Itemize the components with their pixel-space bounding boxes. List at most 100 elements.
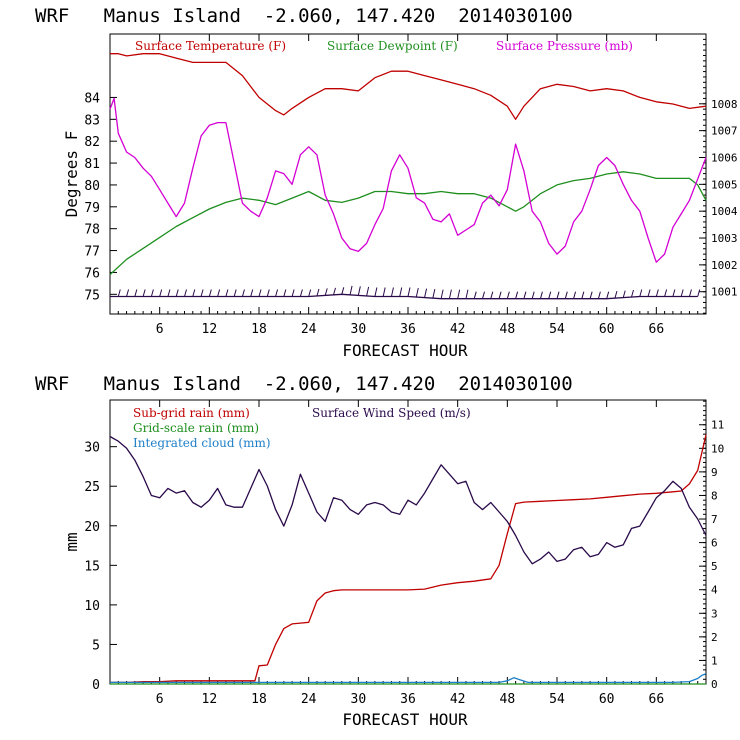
bottom-y2-tick-label: 9: [711, 466, 718, 479]
top-y2-tick-label: 1004: [711, 205, 738, 218]
wind-barb: [134, 289, 138, 297]
top-y2-tick-label: 1008: [711, 98, 738, 111]
wind-barb: [283, 289, 287, 297]
bottom-cloud-line: [110, 673, 707, 684]
bottom-x-tick-label: 60: [599, 692, 615, 707]
bottom-y-axis: 0 5 10 15 20 25 30: [84, 441, 117, 693]
top-y2-tick-label: 1002: [711, 259, 738, 272]
top-temperature-line: [110, 53, 707, 120]
bottom-x-axis: 6 12 18 24 30 36 42 48 54 60 66: [117, 400, 699, 707]
wind-barb: [258, 289, 262, 297]
wind-barb: [192, 289, 196, 297]
top-x-tick-label: 6: [156, 322, 164, 337]
top-x-tick-label: 42: [450, 322, 466, 337]
wind-barb: [333, 287, 336, 295]
wind-barb: [159, 289, 163, 297]
bottom-y-tick-label: 25: [84, 480, 100, 495]
wind-barb: [482, 291, 485, 299]
wind-barb: [175, 289, 179, 297]
top-y-tick-label: 82: [84, 135, 100, 150]
legend-gridscale-rain: Grid-scale rain (mm): [133, 421, 259, 435]
top-chart-title: WRF Manus Island -2.060, 147.420 2014030…: [35, 5, 573, 27]
bottom-y-axis-label: mm: [62, 532, 81, 551]
wind-barb: [614, 291, 618, 299]
bottom-y2-tick-label: 6: [711, 537, 718, 550]
bottom-y-tick-label: 5: [92, 638, 100, 653]
bottom-x-tick-label: 12: [202, 692, 218, 707]
bottom-y-tick-label: 20: [84, 520, 100, 535]
wind-barb: [167, 289, 171, 297]
bottom-y-tick-label: 0: [92, 678, 100, 693]
bottom-y-tick-label: 30: [84, 441, 100, 456]
wind-barb: [688, 289, 692, 297]
top-dewpoint-line: [109, 171, 707, 276]
legend-temperature: Surface Temperature (F): [135, 39, 286, 53]
wind-barb: [631, 289, 634, 298]
wind-barb: [117, 289, 121, 297]
bottom-y2-tick-label: 3: [711, 607, 718, 620]
wind-barb: [415, 287, 419, 298]
wind-barb: [233, 289, 237, 297]
wind-barb: [440, 289, 444, 299]
wind-barb: [291, 289, 295, 297]
wind-barb: [432, 289, 436, 299]
bottom-y-tick-label: 10: [84, 599, 100, 614]
top-y-tick-label: 81: [84, 157, 100, 172]
bottom-x-tick-label: 66: [649, 692, 665, 707]
top-y-tick-label: 77: [84, 245, 100, 260]
wind-barb: [399, 287, 403, 297]
bottom-x-tick-label: 18: [251, 692, 267, 707]
wind-barb: [241, 289, 245, 297]
bottom-wind-line: [109, 435, 707, 565]
top-chart-frame: [109, 33, 707, 315]
wind-barb: [457, 289, 461, 299]
bottom-y2-tick-label: 0: [711, 678, 718, 691]
bottom-series-lines: [109, 434, 707, 685]
legend-pressure: Surface Pressure (mb): [496, 39, 633, 53]
top-y-tick-label: 75: [84, 288, 100, 303]
top-x-tick-label: 18: [251, 322, 267, 337]
bottom-x-tick-label: 30: [351, 692, 367, 707]
wind-barb: [573, 291, 577, 299]
top-x-axis: 6 12 18 24 30 36 42 48 54 60 66: [117, 34, 699, 337]
legend-wind-speed: Surface Wind Speed (m/s): [312, 406, 471, 420]
top-y-tick-label: 84: [84, 91, 100, 106]
top-pressure-line: [109, 97, 707, 263]
top-series-lines: [109, 53, 707, 300]
bottom-y2-tick-label: 1: [711, 654, 718, 667]
wind-barb: [498, 291, 502, 299]
wind-barb: [564, 291, 568, 299]
top-legend: Surface Temperature (F) Surface Dewpoint…: [135, 39, 633, 53]
top-y2-tick-label: 1001: [711, 286, 738, 299]
wind-barb: [217, 289, 221, 297]
legend-integrated-cloud: Integrated cloud (mm): [133, 436, 271, 450]
top-y-tick-label: 80: [84, 179, 100, 194]
wind-barb: [184, 289, 187, 297]
wind-barb: [589, 291, 593, 299]
wind-barb: [366, 286, 370, 297]
wind-barb: [349, 285, 353, 295]
wind-barb: [208, 289, 212, 297]
top-x-axis-label: FORECAST HOUR: [342, 341, 468, 360]
top-y2-tick-label: 1003: [711, 232, 738, 245]
wind-barb: [597, 291, 601, 299]
wind-barb: [407, 287, 411, 297]
top-x-tick-label: 48: [500, 322, 516, 337]
wind-barb: [390, 287, 394, 297]
bottom-x-tick-label: 48: [500, 692, 516, 707]
wind-barb: [424, 288, 428, 298]
wind-barb: [655, 289, 659, 297]
wind-barb: [275, 289, 279, 297]
top-x-tick-label: 12: [202, 322, 218, 337]
bottom-y2-tick-label: 5: [711, 560, 718, 573]
wind-barb: [506, 291, 510, 299]
wind-barb: [142, 289, 146, 297]
bottom-x-tick-label: 36: [400, 692, 416, 707]
wind-barb: [316, 288, 320, 297]
top-x-tick-label: 60: [599, 322, 615, 337]
bottom-y-tick-label: 15: [84, 559, 100, 574]
bottom-x-tick-label: 6: [156, 692, 164, 707]
top-x-tick-label: 24: [301, 322, 317, 337]
wind-barb: [299, 289, 303, 297]
wind-barb: [266, 289, 270, 297]
